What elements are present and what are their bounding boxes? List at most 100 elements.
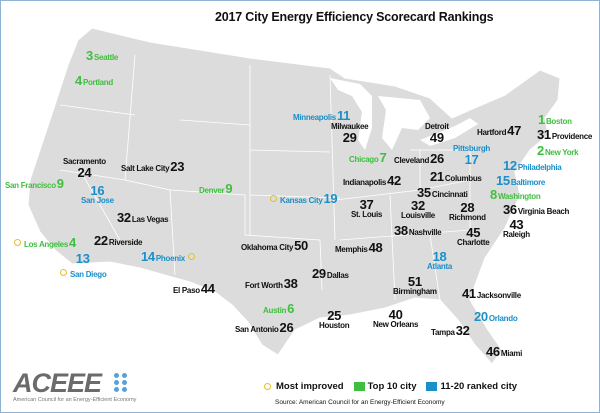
city-label-louisville: 32 Louisville [400, 199, 436, 220]
city-label-richmond: 28 Richmond [448, 201, 487, 222]
city-name: Providence [551, 132, 593, 141]
city-rank: 26 [279, 320, 294, 335]
city-rank: 13 [75, 251, 90, 266]
city-rank: 41 [462, 286, 476, 301]
city-name: Milwaukee [331, 122, 369, 131]
city-name: Minneapolis [293, 113, 336, 122]
city-name: Charlotte [457, 238, 490, 247]
city-rank: 22 [94, 233, 108, 248]
city-label-columbus: 21Columbus [430, 169, 483, 185]
city-rank: 26 [430, 151, 444, 166]
city-label-cleveland: Cleveland26 [393, 151, 444, 167]
city-rank: 25 [327, 308, 342, 323]
city-label-miami: 46Miami [486, 344, 523, 360]
city-rank: 16 [90, 183, 105, 198]
city-name: Cleveland [394, 156, 430, 165]
us-land [27, 27, 561, 365]
city-rank: 19 [323, 191, 338, 206]
city-rank: 1 [538, 112, 545, 127]
city-rank: 12 [503, 158, 517, 173]
city-label-san-antonio: San Antonio26 [234, 320, 294, 336]
city-rank: 4 [75, 73, 82, 88]
city-name: Tampa [431, 328, 455, 337]
city-label-denver: Denver9 [198, 181, 233, 197]
map-title: 2017 City Energy Efficiency Scorecard Ra… [215, 10, 494, 24]
city-rank: 46 [486, 344, 500, 359]
state-borders [59, 54, 480, 301]
city-name: Birmingham [393, 287, 437, 296]
city-name: Riverside [108, 238, 143, 247]
city-name: Indianapolis [343, 178, 387, 187]
city-name: Houston [319, 321, 350, 330]
city-name: San Diego [70, 270, 107, 279]
city-label-houston: 25 Houston [318, 309, 350, 330]
city-label-st-louis: 37 St. Louis [350, 198, 383, 219]
city-label-chicago: Chicago7 [348, 150, 387, 166]
city-rank: 11 [336, 108, 351, 123]
city-name: St. Louis [351, 210, 383, 219]
city-name: Seattle [93, 53, 119, 62]
city-label-raleigh: 43 Raleigh [502, 218, 531, 239]
city-name: Fort Worth [245, 281, 283, 290]
city-label-el-paso: El Paso44 [172, 281, 215, 297]
legend-label: Top 10 city [367, 381, 417, 392]
most-improved-circle-icon [60, 269, 67, 277]
city-name: Cincinnati [431, 190, 468, 199]
most-improved-circle-icon [264, 383, 271, 390]
city-name: Washington [497, 192, 541, 201]
city-label-virginia-beach: 36Virginia Beach [503, 202, 570, 218]
city-rank: 47 [507, 123, 522, 138]
city-name: Los Angeles [24, 240, 68, 249]
most-improved-circle-icon [187, 253, 195, 261]
city-label-washington: 8Washington [490, 187, 541, 203]
city-name: Portland [82, 78, 113, 87]
city-name: Orlando [488, 314, 518, 323]
city-name: Philadelphia [517, 163, 562, 172]
city-name: Louisville [401, 211, 435, 220]
city-name: Hartford [477, 128, 507, 137]
city-rank: 28 [460, 200, 475, 215]
city-label-jacksonville: 41Jacksonville [462, 286, 522, 302]
city-label-new-york: 2New York [537, 143, 579, 159]
city-name: Boston [545, 117, 572, 126]
city-label-new-orleans: 40 New Orleans [372, 308, 419, 329]
city-name: Memphis [335, 245, 368, 254]
city-label-las-vegas: 32Las Vegas [117, 210, 169, 226]
city-label-philadelphia: 12Philadelphia [503, 158, 562, 174]
city-label-portland: 4Portland [75, 73, 114, 89]
most-improved-circle-icon [270, 195, 277, 203]
city-name: Denver [199, 186, 225, 195]
city-rank: 2 [537, 143, 544, 158]
city-name: Columbus [444, 174, 482, 183]
city-label-milwaukee: Milwaukee 29 [330, 122, 369, 145]
city-label-pittsburgh: Pittsburgh 17 [452, 145, 491, 167]
city-rank: 32 [117, 210, 131, 225]
legend-most-improved: Most improved [262, 381, 344, 392]
city-rank: 4 [68, 235, 76, 250]
logo-wordmark: ACEEE [13, 368, 102, 398]
city-name: San Francisco [5, 181, 56, 190]
city-rank: 45 [466, 225, 481, 240]
blue-square-icon [426, 382, 438, 391]
city-rank: 42 [387, 173, 401, 188]
city-rank: 21 [430, 169, 444, 184]
city-rank: 44 [200, 281, 215, 296]
city-label-baltimore: 15Baltimore [496, 173, 546, 189]
legend: Most improved Top 10 city 11-20 ranked c… [262, 381, 517, 392]
city-label-memphis: Memphis48 [334, 240, 383, 256]
city-name: Kansas City [280, 196, 323, 205]
city-label-san-jose: 16 San Jose [80, 184, 115, 205]
city-name: Phoenix [155, 254, 185, 263]
most-improved-circle-icon [14, 239, 21, 247]
city-name: El Paso [173, 286, 200, 295]
city-rank: 32 [411, 198, 425, 213]
city-rank: 49 [429, 130, 444, 145]
logo-dots-icon [114, 373, 128, 392]
city-name: Baltimore [510, 178, 546, 187]
city-label-riverside: 22Riverside [94, 233, 143, 249]
city-name: Dallas [326, 271, 349, 280]
city-rank: 50 [294, 238, 308, 253]
aceee-logo: ACEEE American Council for an Energy-Eff… [13, 368, 136, 404]
city-rank: 8 [490, 187, 497, 202]
city-label-salt-lake-city: Salt Lake City23 [120, 159, 184, 175]
